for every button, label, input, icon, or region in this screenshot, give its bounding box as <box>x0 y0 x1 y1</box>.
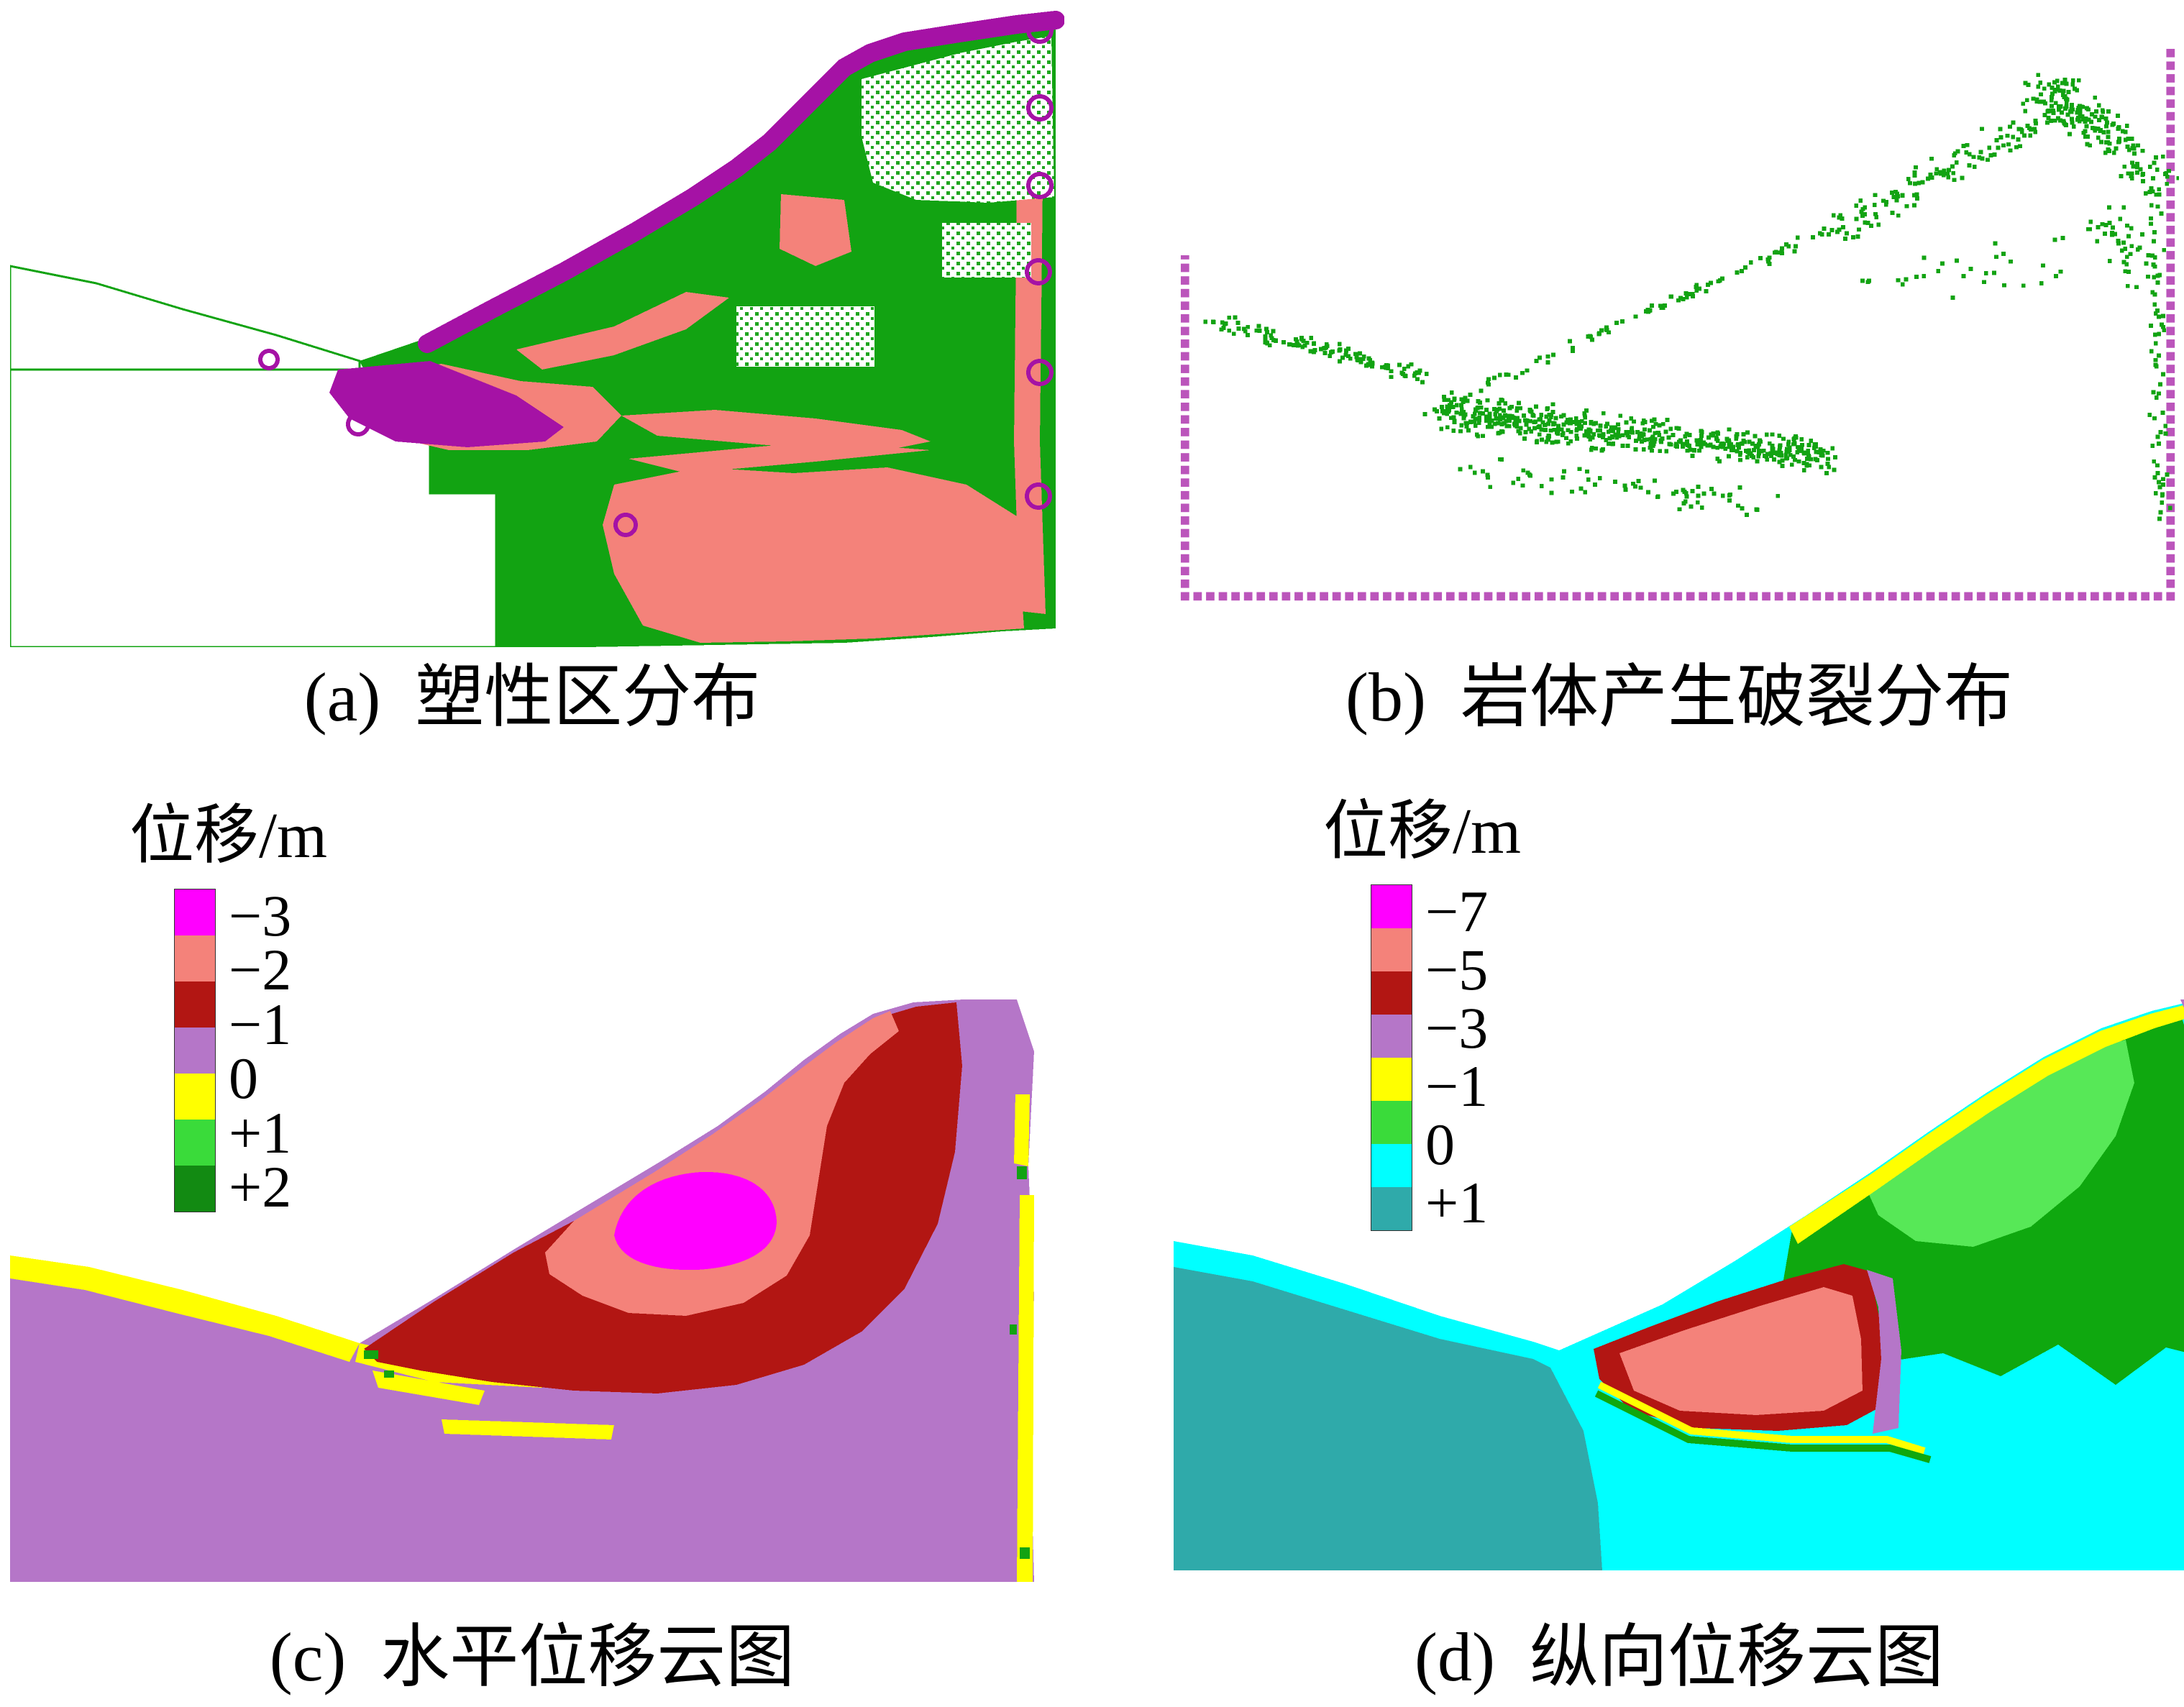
mesh-wedge-left <box>10 265 361 371</box>
zone-plus1-teal <box>1174 1267 1602 1570</box>
bottom-boundary <box>1179 590 2179 605</box>
deposit-green-fringe <box>1594 1390 1932 1463</box>
history-point-circles <box>258 17 1054 537</box>
vertical-displacement-contour <box>1174 999 2184 1570</box>
caption-c: (c) 水平位移云图 <box>269 1619 795 1695</box>
caption-a: (a) 塑性区分布 <box>303 659 761 736</box>
legend-d: 位移/m −7 −5 −3 −1 0 +1 <box>1323 796 1522 1235</box>
slip-band-purple <box>329 11 1064 447</box>
deposit-yellow-fringe <box>1597 1381 1926 1455</box>
zone-green-bright-core <box>1864 1040 2134 1247</box>
left-boundary <box>1179 255 1194 598</box>
legend-c-colorbar <box>174 889 216 1212</box>
horizontal-displacement-contour <box>10 999 1034 1582</box>
legend-c-labels: −3 −2 −1 0 +1 +2 <box>229 883 292 1220</box>
zone-minus3-magenta <box>614 1171 777 1271</box>
fracture-distribution-plot <box>1179 47 2179 605</box>
right-boundary <box>2165 47 2179 605</box>
fracture-dots <box>1203 73 2179 521</box>
legend-d-title: 位移/m <box>1323 796 1522 867</box>
caption-b: (b) 岩体产生破裂分布 <box>1345 659 2013 736</box>
legend-c-title: 位移/m <box>129 800 328 871</box>
model-boundaries <box>1179 47 2179 605</box>
zone-minus3-yellow-band <box>1789 1005 2184 1244</box>
deposit-salmon-core <box>1619 1287 1863 1415</box>
plastic-zone-plot <box>10 11 1064 647</box>
legend-d-colorbar <box>1371 884 1412 1231</box>
legend-d-labels: −7 −5 −3 −1 0 +1 <box>1425 879 1489 1235</box>
elastic-hatch-zones <box>736 36 1054 367</box>
legend-c: 位移/m −3 −2 −1 0 +1 +2 <box>129 800 328 1220</box>
deposit-body <box>1594 1264 1932 1463</box>
zone-plus2-green-specks <box>364 1166 1030 1559</box>
deposit-purple-band <box>1867 1270 1901 1434</box>
caption-d: (d) 纵向位移云图 <box>1415 1619 1944 1695</box>
